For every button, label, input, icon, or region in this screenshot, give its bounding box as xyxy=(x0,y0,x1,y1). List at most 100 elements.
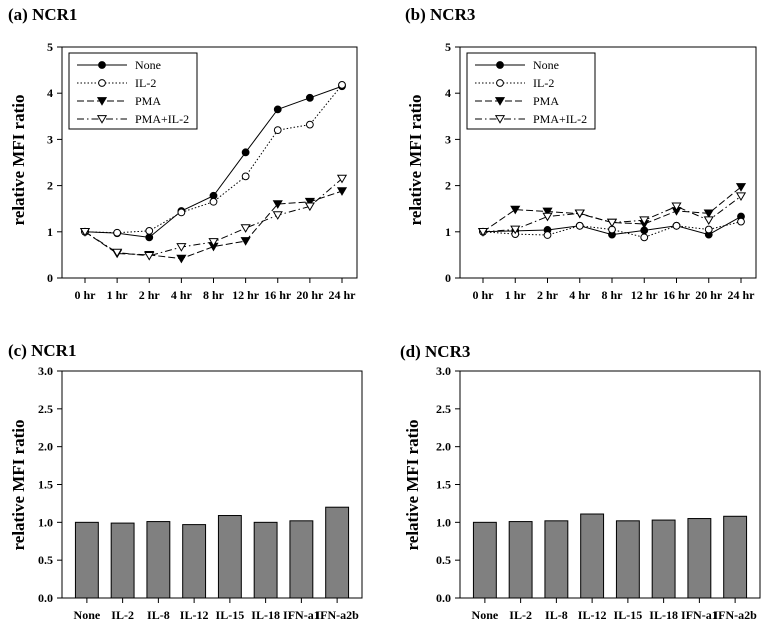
bar-il-8 xyxy=(544,520,569,599)
y-tick-label: 0.5 xyxy=(38,553,53,567)
plot-frame xyxy=(61,46,358,279)
panel-b-title: (b) NCR3 xyxy=(405,5,475,24)
bar-il-12 xyxy=(182,524,207,599)
y-tick-label: 1 xyxy=(445,225,451,239)
y-tick-label: 2.5 xyxy=(436,402,451,416)
panel-b-ylabel: relative MFI ratio xyxy=(406,95,425,226)
panel-a-title: (a) NCR1 xyxy=(8,5,77,24)
x-tick-label: IL-8 xyxy=(545,608,568,622)
panel-b: (b) NCR3 relative MFI ratio 0 1 2 3 4 5 0 hr 1 … xyxy=(405,5,757,302)
x-tick-label: IL-18 xyxy=(649,608,678,622)
data-point xyxy=(273,126,282,135)
data-point xyxy=(112,248,123,258)
y-tick-label: 1.0 xyxy=(38,515,53,529)
panel-b-plot-area: 0 1 2 3 4 5 0 hr 1 hr 2 hr 4 hr 8 hr 12 hr 16 hr 20 h… xyxy=(445,40,757,302)
legend-marker xyxy=(496,61,504,69)
data-point xyxy=(575,221,584,230)
y-tick-label: 1.0 xyxy=(436,515,451,529)
series-line-pma xyxy=(84,190,343,260)
data-point xyxy=(272,200,283,209)
data-point xyxy=(703,216,714,226)
bar-il-18 xyxy=(651,519,676,599)
x-tick-label: 0 hr xyxy=(75,288,97,302)
x-tick-label: 8 hr xyxy=(602,288,624,302)
data-point xyxy=(477,227,489,237)
data-point xyxy=(639,216,650,226)
x-tick-label: IFN-a2b xyxy=(713,608,757,622)
bar-ifn-a1 xyxy=(289,520,314,599)
data-point xyxy=(704,225,713,234)
bar-il-2 xyxy=(110,522,135,599)
data-point xyxy=(240,237,251,246)
y-tick-label: 2 xyxy=(445,179,451,193)
y-tick-label: 2.0 xyxy=(436,440,451,454)
y-tick-label: 1 xyxy=(47,225,53,239)
legend-marker xyxy=(496,79,504,87)
bar-ifn-a2b xyxy=(723,515,748,599)
plot-frame xyxy=(459,370,761,599)
legend-label: None xyxy=(533,58,559,72)
legend-label: PMA xyxy=(533,94,559,108)
legend-box xyxy=(466,52,596,130)
bar-il-12 xyxy=(580,513,605,599)
y-tick-label: 0.0 xyxy=(38,591,53,605)
bar-il-15 xyxy=(217,515,242,599)
panel-c-plot-area: 0.0 0.5 1.0 1.5 2.0 2.5 3.0 None IL-2 IL-8 IL-12 IL… xyxy=(38,364,363,622)
x-tick-label: 20 hr xyxy=(695,288,723,302)
data-point xyxy=(208,238,219,247)
y-tick-label: 4 xyxy=(445,86,451,100)
y-tick-label: 3 xyxy=(445,132,451,146)
x-tick-label: 2 hr xyxy=(537,288,559,302)
data-point xyxy=(338,80,346,89)
panel-c: (c) NCR1 relative MFI ratio 0.0 0.5 1.0 1.5… xyxy=(8,341,363,622)
data-point xyxy=(336,174,348,184)
series-line-pma xyxy=(482,186,742,233)
x-tick-label: IL-12 xyxy=(180,608,209,622)
legend-marker xyxy=(494,115,506,124)
bar-il-2 xyxy=(508,521,533,599)
legend-label: IL-2 xyxy=(135,76,156,90)
panel-a-plot-area: 0 1 2 3 4 5 0 hr 1 hr 2 hr 4 hr 8 hr 12 hr 16 hr 20 h… xyxy=(47,40,358,302)
bar-il-18 xyxy=(253,521,278,599)
x-tick-label: IL-18 xyxy=(251,608,280,622)
legend-label: PMA+IL-2 xyxy=(533,112,587,126)
data-point xyxy=(510,205,521,215)
series-line-il-2 xyxy=(84,84,343,234)
legend-label: None xyxy=(135,58,161,72)
x-tick-label: 2 hr xyxy=(139,288,161,302)
y-tick-label: 2.5 xyxy=(38,402,53,416)
panel-d-ylabel: relative MFI ratio xyxy=(403,420,422,551)
data-point xyxy=(672,221,681,230)
bar-none xyxy=(472,521,497,599)
data-point xyxy=(241,148,250,157)
legend-marker xyxy=(98,61,106,69)
data-point xyxy=(241,172,250,181)
legend-label: PMA+IL-2 xyxy=(135,112,189,126)
data-point xyxy=(304,197,315,207)
y-tick-label: 2 xyxy=(47,179,53,193)
data-point xyxy=(273,105,282,114)
y-tick-label: 1.5 xyxy=(38,478,53,492)
data-point xyxy=(177,208,186,217)
x-tick-label: IL-2 xyxy=(509,608,532,622)
data-point xyxy=(305,93,314,102)
data-point xyxy=(543,231,552,239)
x-tick-label: 8 hr xyxy=(203,288,225,302)
y-tick-label: 5 xyxy=(47,40,53,54)
x-tick-label: 0 hr xyxy=(473,288,495,302)
x-tick-label: 12 hr xyxy=(631,288,659,302)
x-tick-label: IFN-a1 xyxy=(681,608,718,622)
bar-ifn-a1 xyxy=(687,518,712,599)
y-tick-label: 0 xyxy=(445,271,451,285)
y-tick-label: 1.5 xyxy=(436,478,451,492)
data-point xyxy=(272,211,283,220)
data-point xyxy=(176,254,187,264)
y-tick-label: 0.0 xyxy=(436,591,451,605)
x-tick-label: IL-8 xyxy=(147,608,170,622)
data-point xyxy=(574,209,585,219)
data-point xyxy=(113,228,122,237)
y-tick-label: 3.0 xyxy=(436,364,451,378)
bar-il-15 xyxy=(615,520,640,599)
panel-d-title: (d) NCR3 xyxy=(400,342,470,361)
